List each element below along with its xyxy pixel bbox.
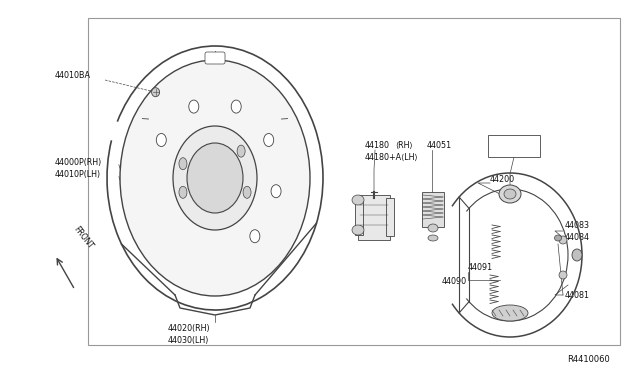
Ellipse shape [428, 224, 438, 232]
Ellipse shape [352, 195, 364, 205]
Text: 44083: 44083 [565, 221, 590, 230]
Ellipse shape [264, 134, 274, 147]
Ellipse shape [120, 60, 310, 296]
Bar [488, 135, 540, 157]
Text: 44090: 44090 [442, 278, 467, 286]
Text: 44200: 44200 [490, 176, 515, 185]
Ellipse shape [189, 100, 199, 113]
Text: 44020(RH): 44020(RH) [168, 324, 211, 333]
Ellipse shape [237, 145, 245, 157]
Ellipse shape [572, 249, 582, 261]
Ellipse shape [179, 186, 187, 198]
FancyBboxPatch shape [205, 52, 225, 64]
Ellipse shape [179, 158, 187, 170]
Bar [88, 18, 620, 345]
Text: R4410060: R4410060 [567, 355, 610, 364]
Ellipse shape [231, 100, 241, 113]
Ellipse shape [504, 189, 516, 199]
Ellipse shape [173, 126, 257, 230]
Ellipse shape [499, 185, 521, 203]
Ellipse shape [156, 134, 166, 147]
Text: 44060S: 44060S [490, 137, 520, 146]
Text: 44010BA: 44010BA [55, 71, 91, 80]
Ellipse shape [352, 225, 364, 235]
Text: 44051: 44051 [427, 141, 452, 150]
Text: ⟨RH⟩: ⟨RH⟩ [395, 141, 413, 150]
Text: 44180+A⟨LH⟩: 44180+A⟨LH⟩ [365, 153, 419, 161]
Ellipse shape [187, 143, 243, 213]
Text: 44081: 44081 [565, 291, 590, 299]
Ellipse shape [554, 235, 561, 241]
Bar [358, 195, 390, 240]
Ellipse shape [152, 88, 159, 97]
Text: 44010P(LH): 44010P(LH) [55, 170, 101, 179]
Ellipse shape [428, 235, 438, 241]
Text: 44030(LH): 44030(LH) [168, 336, 209, 344]
Bar [386, 198, 394, 236]
Text: 44084: 44084 [565, 232, 590, 241]
Bar [422, 192, 444, 227]
Text: 44091: 44091 [468, 263, 493, 273]
Ellipse shape [271, 185, 281, 198]
Ellipse shape [250, 230, 260, 243]
Ellipse shape [559, 236, 567, 244]
Text: 44180: 44180 [365, 141, 390, 150]
Ellipse shape [492, 305, 528, 321]
Ellipse shape [559, 271, 567, 279]
Text: FRONT: FRONT [72, 225, 95, 251]
Ellipse shape [243, 186, 251, 198]
Text: 44000P(RH): 44000P(RH) [55, 157, 102, 167]
Bar [355, 200, 363, 235]
